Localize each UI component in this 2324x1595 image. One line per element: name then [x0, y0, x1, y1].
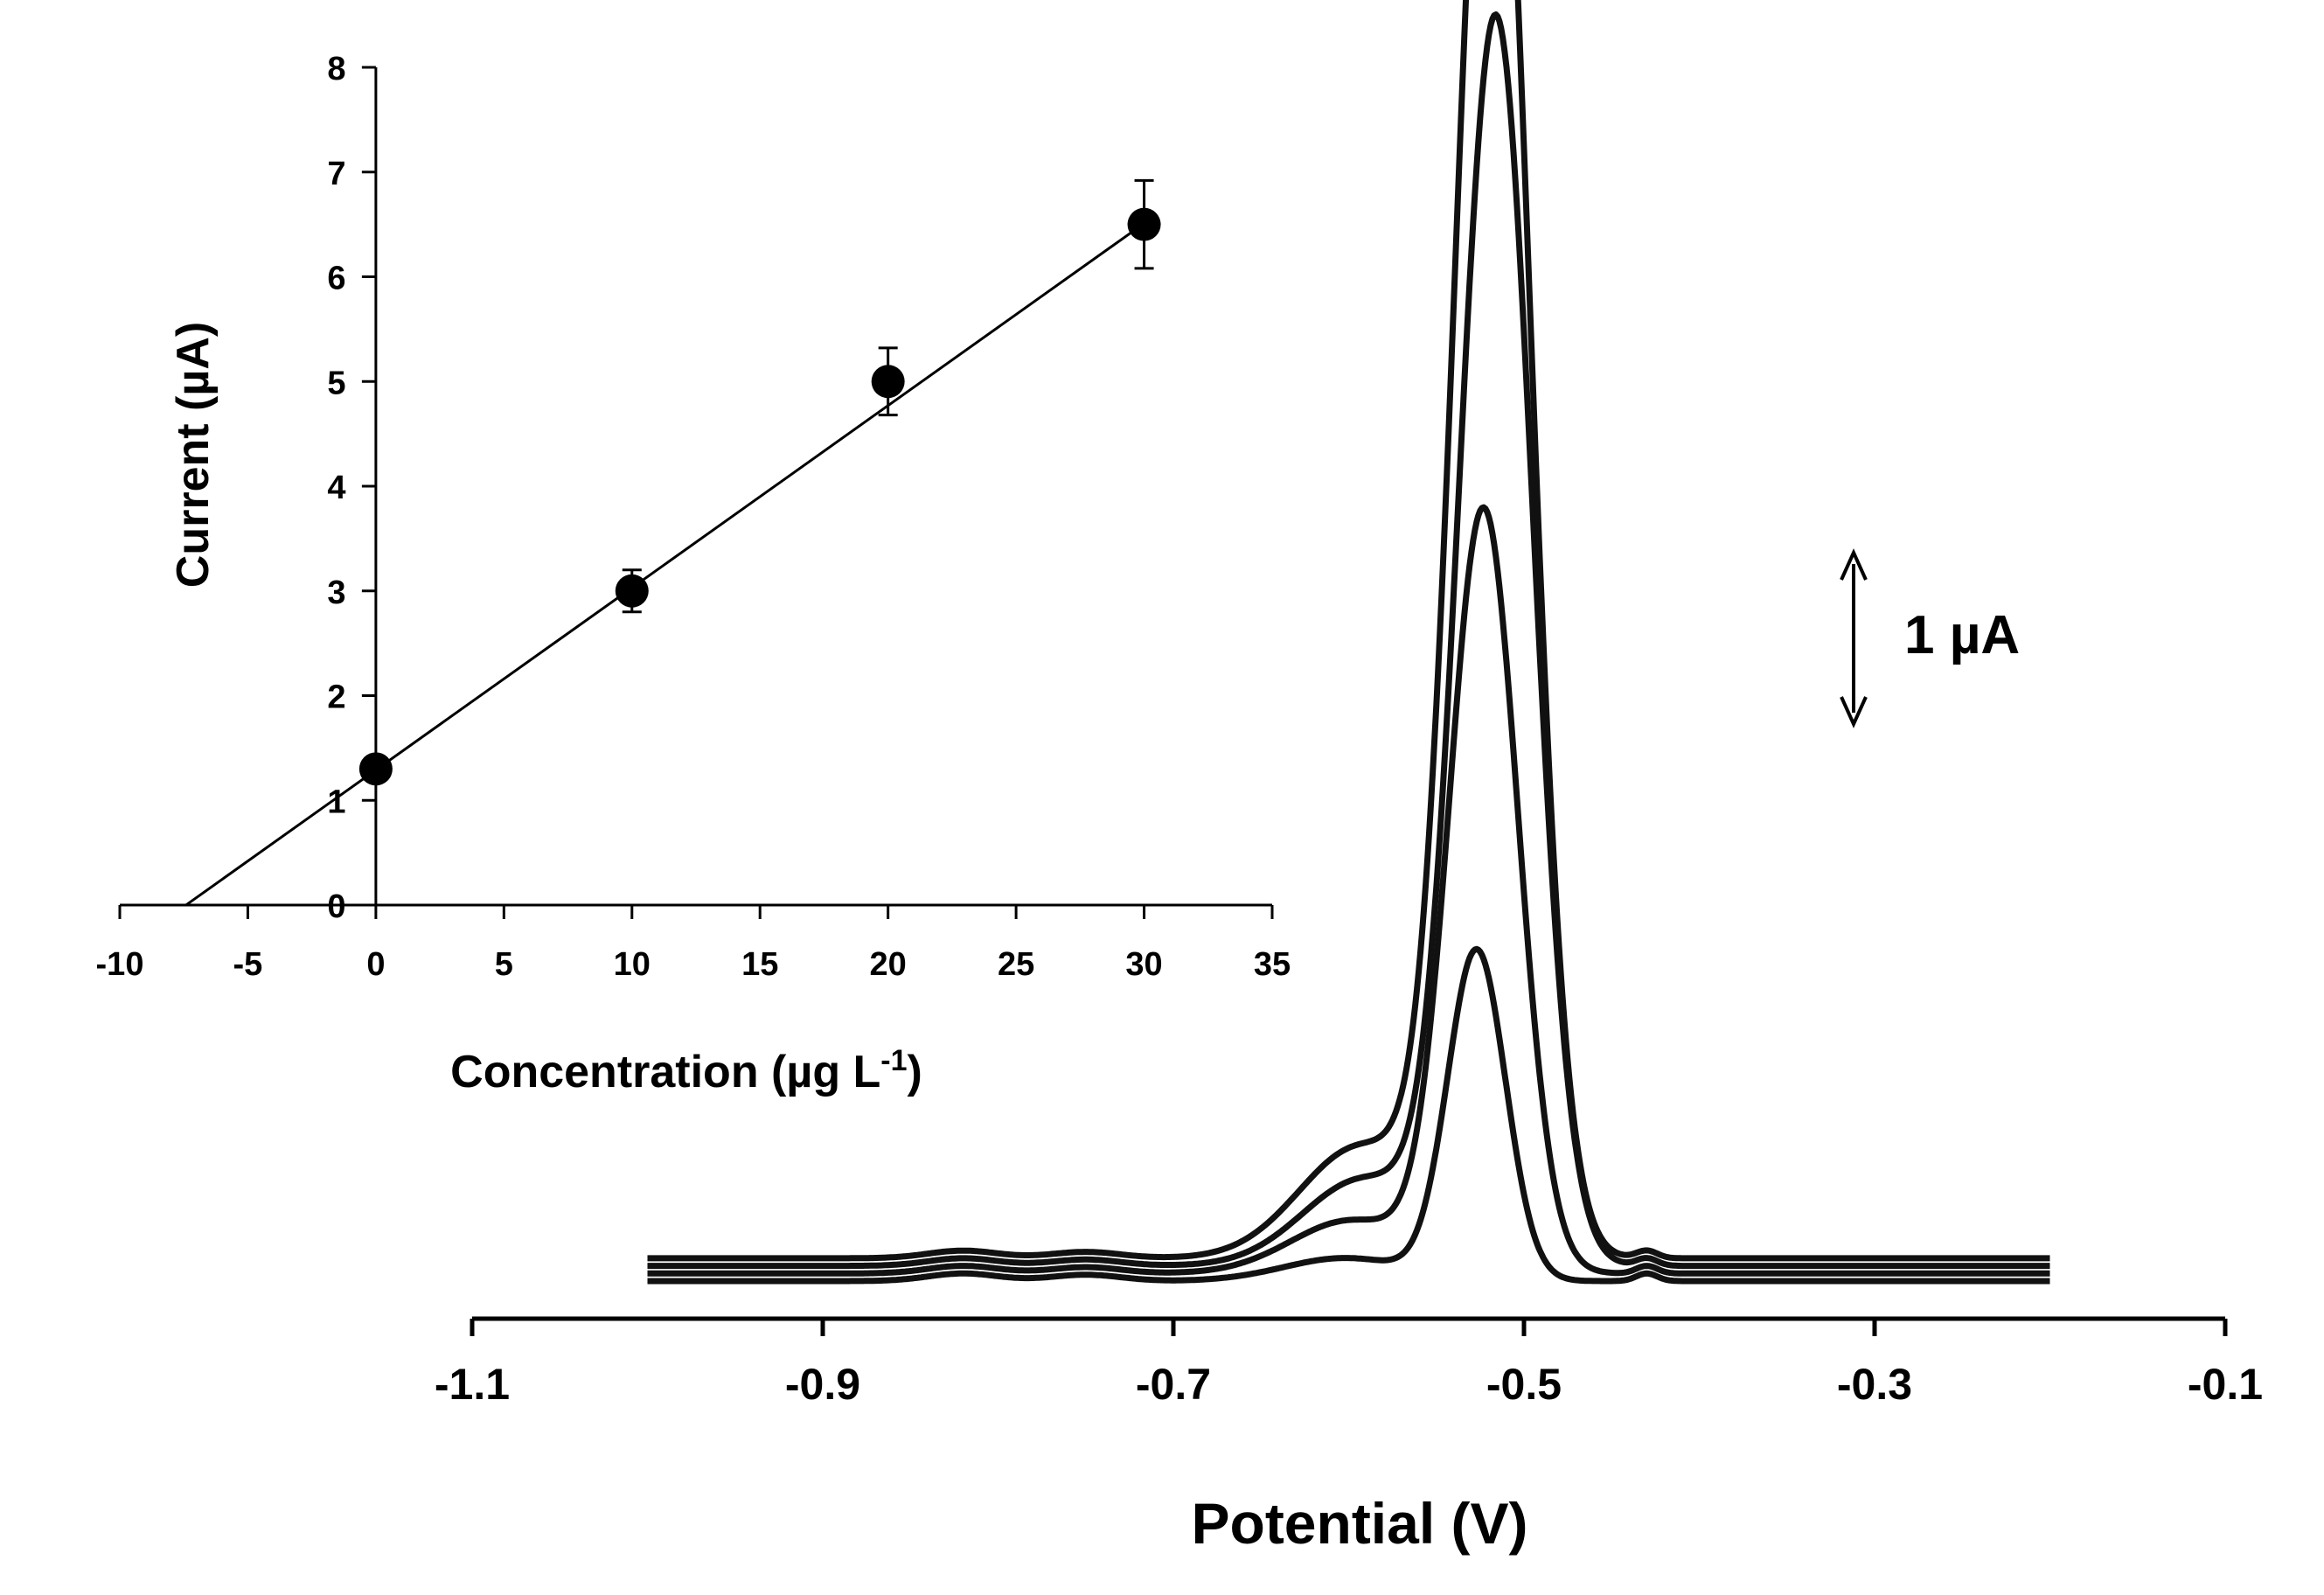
calibration-point — [358, 752, 393, 786]
concentration-axis-title-superscript: -1 — [880, 1044, 907, 1077]
scale-bar-arrowhead-bottom — [1840, 696, 1868, 728]
current-tick-label: 6 — [327, 261, 345, 297]
calibration-point — [871, 365, 905, 399]
potential-tick-label: -0.3 — [1837, 1360, 1912, 1409]
voltammogram-curve — [646, 945, 2051, 1285]
calibration-point — [1127, 207, 1161, 241]
current-tick-label: 7 — [327, 156, 345, 192]
current-axis-title: Current (µA) — [168, 322, 219, 588]
calibration-inset: -10 -5 0 5 10 15 20 25 30 35 0 1 2 3 4 5 6 7 8 Concentrat… — [96, 51, 1291, 1097]
current-tick-label: 5 — [327, 365, 345, 401]
current-tick-label: 0 — [327, 888, 345, 925]
concentration-axis-title: Concentration (µg L-1) — [450, 1044, 922, 1097]
potential-tick-label: -0.1 — [2188, 1360, 2263, 1409]
voltammogram-curve — [646, 11, 2051, 1270]
calibration-point — [615, 574, 649, 608]
potential-tick-label: -1.1 — [435, 1360, 510, 1409]
concentration-tick-label: 30 — [1125, 946, 1162, 983]
current-tick-label: 3 — [327, 575, 345, 611]
concentration-tick-label: 10 — [614, 946, 651, 983]
scale-bar-label: 1 µA — [1904, 605, 2020, 665]
potential-axis-ticks: -1.1 -0.9 -0.7 -0.5 -0.3 -0.1 — [435, 1319, 2263, 1409]
potential-axis-title: Potential (V) — [1191, 1491, 1527, 1556]
calibration-fit-line — [185, 222, 1145, 906]
concentration-tick-label: 5 — [495, 946, 513, 983]
concentration-tick-label: 35 — [1254, 946, 1291, 983]
concentration-tick-label: 15 — [741, 946, 778, 983]
current-tick-label: 4 — [327, 470, 345, 506]
current-tick-label: 2 — [327, 679, 345, 716]
potential-tick-label: -0.7 — [1136, 1360, 1211, 1409]
voltammogram-curve — [646, 0, 2051, 1262]
concentration-axis-title-close: ) — [908, 1047, 922, 1097]
current-tick-label: 8 — [327, 51, 345, 87]
calibration-points — [358, 178, 1161, 786]
voltammogram-plot: -1.1 -0.9 -0.7 -0.5 -0.3 -0.1 Potential (V) 1… — [435, 0, 2263, 1556]
potential-tick-label: -0.5 — [1486, 1360, 1562, 1409]
scale-bar-arrowhead-top — [1840, 548, 1868, 581]
concentration-tick-label: 25 — [998, 946, 1034, 983]
concentration-tick-label: -10 — [96, 946, 144, 983]
potential-tick-label: -0.9 — [785, 1360, 860, 1409]
current-tick-label: 1 — [327, 784, 345, 820]
concentration-tick-label: -5 — [233, 946, 263, 983]
concentration-tick-label: 0 — [366, 946, 385, 983]
current-scale-bar: 1 µA — [1840, 548, 2020, 728]
voltammogram-curves — [646, 0, 2051, 1285]
concentration-axis-ticks: -10 -5 0 5 10 15 20 25 30 35 — [96, 905, 1291, 983]
voltammogram-curve — [646, 504, 2051, 1277]
current-axis-ticks: 0 1 2 3 4 5 6 7 8 — [327, 51, 376, 925]
concentration-axis-title-main: Concentration (µg L — [450, 1047, 880, 1097]
concentration-tick-label: 20 — [870, 946, 907, 983]
